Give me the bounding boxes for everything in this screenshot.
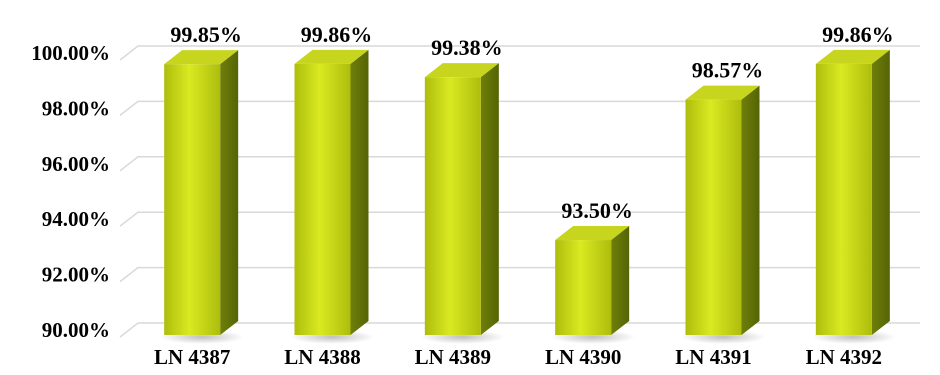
x-category-label: LN 4388 bbox=[284, 345, 360, 369]
data-labels: 99.85% 99.86% 99.38% 93.50% 98.57% 99.86% bbox=[170, 22, 893, 223]
x-category-label: LN 4390 bbox=[545, 345, 621, 369]
bar bbox=[811, 49, 896, 344]
bars bbox=[160, 49, 896, 344]
data-label: 99.86% bbox=[822, 22, 894, 47]
y-tick-label: 94.00% bbox=[42, 207, 110, 231]
bar-side-face bbox=[350, 49, 369, 336]
bar-front-face bbox=[164, 64, 221, 335]
bar-front-face bbox=[294, 63, 351, 336]
bar bbox=[420, 63, 505, 344]
y-axis-tick-labels: 90.00% 92.00% 94.00% 96.00% 98.00% 100.00% bbox=[31, 41, 110, 342]
data-label: 93.50% bbox=[561, 198, 633, 223]
gridline bbox=[119, 322, 920, 338]
bar-front-face bbox=[815, 63, 872, 336]
bar bbox=[290, 49, 375, 344]
bar-top-face bbox=[815, 49, 890, 64]
y-tick-label: 90.00% bbox=[42, 318, 110, 342]
x-category-label: LN 4389 bbox=[415, 345, 491, 369]
bar-side-face bbox=[220, 50, 239, 335]
data-label: 99.85% bbox=[170, 22, 242, 47]
gridline bbox=[119, 266, 920, 283]
x-category-label: LN 4392 bbox=[806, 345, 882, 369]
x-category-label: LN 4387 bbox=[154, 345, 230, 369]
bar-side-face bbox=[611, 226, 630, 335]
y-tick-label: 98.00% bbox=[42, 96, 110, 120]
gridline bbox=[119, 156, 920, 172]
x-axis-category-labels: LN 4387 LN 4388 LN 4389 LN 4390 LN 4391 LN 43… bbox=[154, 345, 882, 369]
data-label: 99.86% bbox=[301, 22, 373, 47]
bar-top-face bbox=[294, 49, 369, 64]
gridline bbox=[119, 100, 920, 116]
bar-front-face bbox=[555, 240, 612, 335]
bar-front-face bbox=[424, 77, 481, 335]
bar bbox=[551, 226, 636, 344]
gridlines bbox=[119, 45, 920, 338]
bar-front-face bbox=[685, 99, 742, 336]
bar-side-face bbox=[480, 63, 499, 335]
bar-top-face bbox=[424, 63, 499, 78]
y-tick-label: 100.00% bbox=[31, 41, 110, 65]
bar-side-face bbox=[741, 85, 760, 336]
y-tick-label: 92.00% bbox=[42, 263, 110, 287]
data-label: 99.38% bbox=[431, 35, 503, 60]
bar bbox=[160, 50, 245, 344]
data-label: 98.57% bbox=[692, 58, 764, 83]
bar bbox=[681, 85, 766, 344]
bar-top-face bbox=[164, 50, 239, 65]
bar-top-face bbox=[555, 226, 630, 241]
gridline bbox=[119, 211, 920, 227]
y-tick-label: 96.00% bbox=[42, 152, 110, 176]
bar-top-face bbox=[685, 85, 760, 100]
x-category-label: LN 4391 bbox=[675, 345, 751, 369]
gridline bbox=[119, 45, 920, 61]
bar-side-face bbox=[871, 49, 890, 336]
